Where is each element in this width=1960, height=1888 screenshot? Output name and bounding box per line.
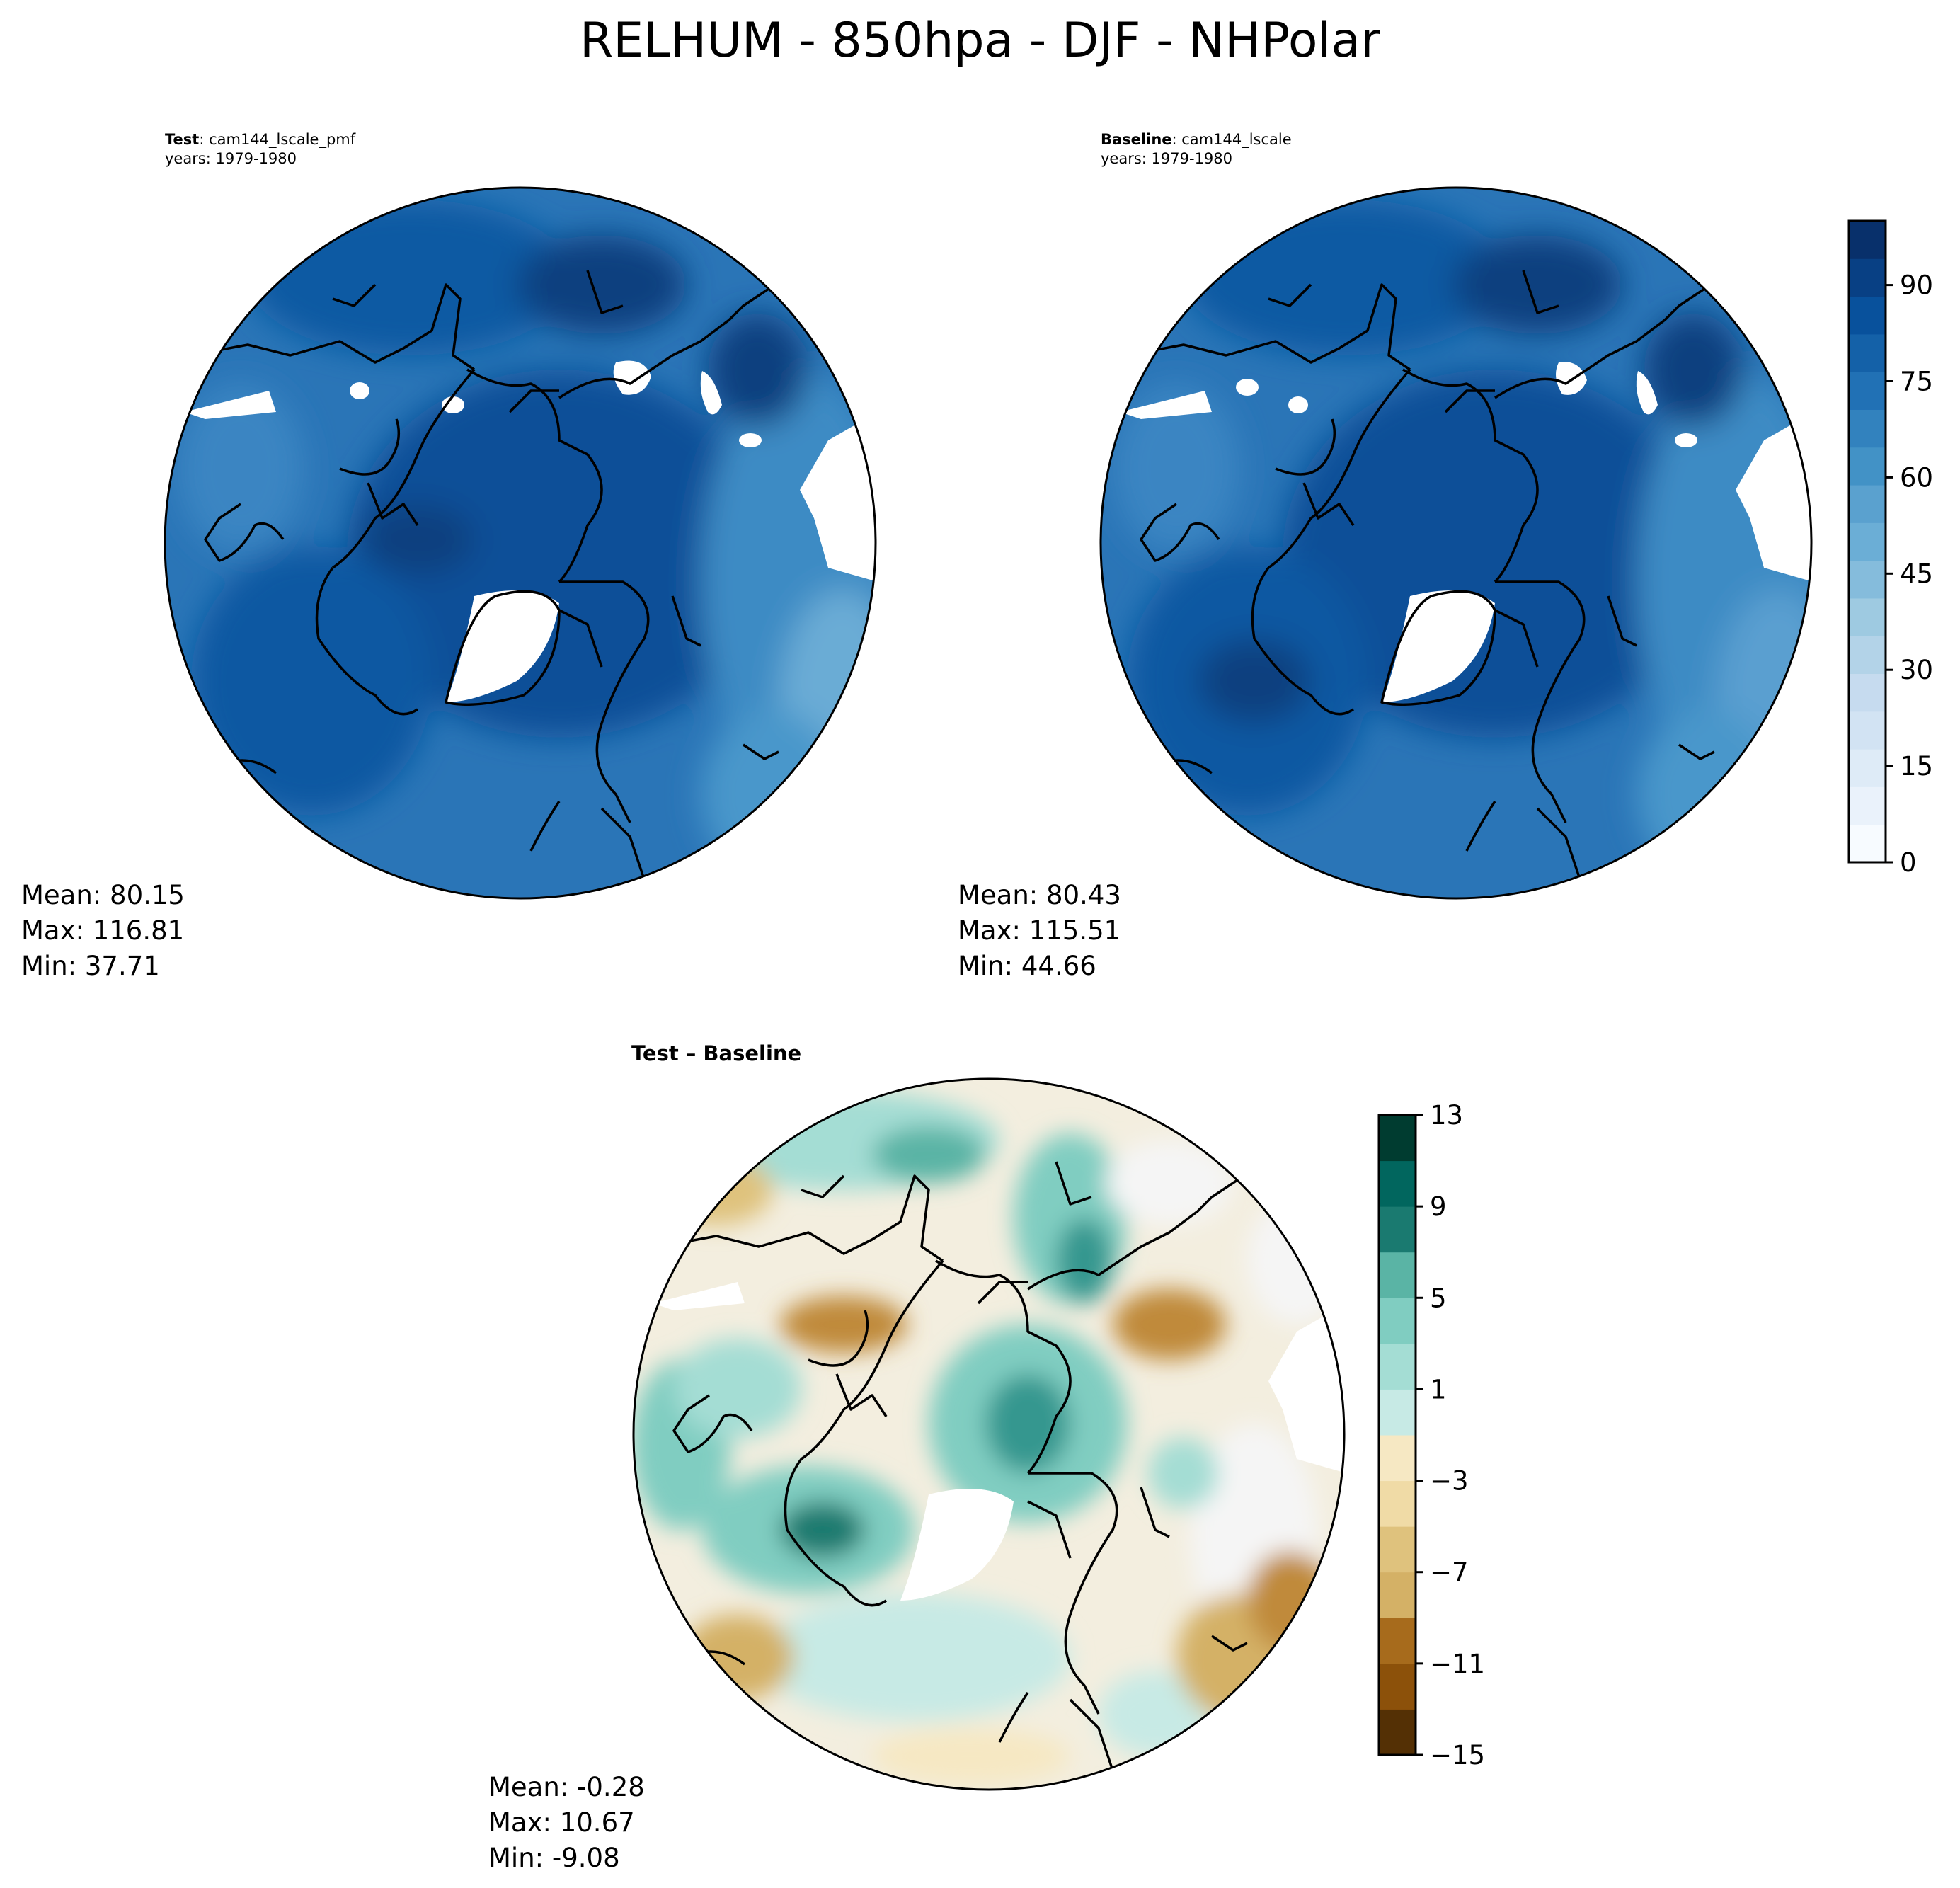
diff-colorbar-tick-label: 9 — [1430, 1191, 1447, 1222]
main-colorbar-tick-label: 45 — [1900, 559, 1933, 589]
diff-panel-title: Test – Baseline — [631, 1041, 801, 1066]
main-colorbar-tick-label: 75 — [1900, 367, 1933, 397]
baseline-panel-title: Baseline: cam144_lscale years: 1979-1980 — [1101, 130, 1292, 168]
main-colorbar-swatch — [1849, 673, 1886, 712]
diff-colorbar-frame — [1377, 1114, 1417, 1756]
diff-colorbar-swatch — [1379, 1572, 1416, 1618]
diff-stats: Mean: -0.28 Max: 10.67 Min: -9.08 — [488, 1770, 645, 1876]
test-heading-bold: Test — [165, 131, 200, 148]
diff-colorbar-swatch — [1379, 1115, 1416, 1162]
main-colorbar-swatch — [1849, 258, 1886, 297]
main-colorbar-swatch — [1849, 333, 1886, 372]
main-colorbar-swatch — [1849, 749, 1886, 787]
baseline-heading-bold: Baseline — [1101, 131, 1172, 148]
main-colorbar: 0 15 30 45 60 75 90 — [1847, 219, 1933, 878]
main-colorbar-swatch — [1849, 447, 1886, 486]
baseline-stats: Mean: 80.43 Max: 115.51 Min: 44.66 — [958, 878, 1121, 984]
figure-title: RELHUM - 850hpa - DJF - NHPolar — [580, 13, 1380, 69]
baseline-years: years: 1979-1980 — [1101, 150, 1233, 167]
baseline-min: Min: 44.66 — [958, 951, 1096, 981]
diff-colorbar-tick-label: −7 — [1430, 1557, 1469, 1588]
diff-colorbar-swatch — [1379, 1252, 1416, 1298]
diff-colorbar-tick-label: −3 — [1430, 1466, 1469, 1497]
test-min: Min: 37.71 — [21, 951, 160, 981]
main-colorbar-swatch — [1849, 522, 1886, 561]
main-colorbar-tick-label: 15 — [1900, 751, 1933, 782]
test-polar-map — [164, 186, 877, 900]
diff-mean: Mean: -0.28 — [488, 1772, 645, 1802]
main-colorbar-tick-label: 60 — [1900, 462, 1933, 493]
diff-colorbar-tick-label: 5 — [1430, 1283, 1447, 1313]
diff-colorbar-swatch — [1379, 1663, 1416, 1710]
diff-colorbar-swatch — [1379, 1709, 1416, 1756]
main-colorbar-swatch — [1849, 485, 1886, 523]
main-colorbar-frame — [1847, 219, 1887, 864]
baseline-max: Max: 115.51 — [958, 915, 1121, 946]
diff-colorbar-tick-label: −15 — [1430, 1740, 1485, 1770]
test-mean: Mean: 80.15 — [21, 880, 185, 910]
main-colorbar-tick-label: 0 — [1900, 847, 1917, 878]
diff-colorbar-tick-label: 1 — [1430, 1374, 1447, 1404]
test-max: Max: 116.81 — [21, 915, 185, 946]
main-colorbar-swatch — [1849, 372, 1886, 410]
main-colorbar-swatch — [1849, 824, 1886, 863]
test-stats: Mean: 80.15 Max: 116.81 Min: 37.71 — [21, 878, 185, 984]
main-colorbar-swatch — [1849, 221, 1886, 259]
main-colorbar-swatch — [1849, 296, 1886, 335]
diff-colorbar-tick-label: 13 — [1430, 1100, 1463, 1131]
diff-colorbar-swatch — [1379, 1343, 1416, 1390]
main-colorbar-tick-label: 90 — [1900, 270, 1933, 301]
test-years: years: 1979-1980 — [165, 150, 297, 167]
diff-polar-map — [632, 1077, 1346, 1791]
baseline-heading-case: : cam144_lscale — [1171, 131, 1292, 148]
main-colorbar-tick-label: 30 — [1900, 655, 1933, 685]
diff-colorbar-swatch — [1379, 1618, 1416, 1664]
test-heading-case: : cam144_lscale_pmf — [199, 131, 356, 148]
diff-colorbar: 13 9 5 1 −3 −7 −11 −15 — [1377, 1100, 1485, 1770]
main-colorbar-swatch — [1849, 711, 1886, 750]
diff-min: Min: -9.08 — [488, 1843, 620, 1873]
main-colorbar-swatch — [1849, 560, 1886, 599]
diff-colorbar-swatch — [1379, 1206, 1416, 1253]
diff-colorbar-swatch — [1379, 1298, 1416, 1344]
diff-colorbar-swatch — [1379, 1435, 1416, 1482]
diff-colorbar-swatch — [1379, 1480, 1416, 1527]
diff-colorbar-tick-label: −11 — [1430, 1649, 1485, 1679]
baseline-mean: Mean: 80.43 — [958, 880, 1121, 910]
diff-max: Max: 10.67 — [488, 1807, 635, 1838]
main-colorbar-swatch — [1849, 597, 1886, 636]
main-colorbar-swatch — [1849, 636, 1886, 675]
test-panel-title: Test: cam144_lscale_pmf years: 1979-1980 — [165, 130, 355, 168]
diff-colorbar-swatch — [1379, 1160, 1416, 1207]
diff-heading-bold: Test – Baseline — [631, 1041, 802, 1065]
diff-colorbar-swatch — [1379, 1526, 1416, 1573]
main-colorbar-swatch — [1849, 409, 1886, 448]
baseline-polar-map — [1099, 186, 1813, 900]
main-colorbar-swatch — [1849, 786, 1886, 825]
diff-colorbar-swatch — [1379, 1389, 1416, 1436]
